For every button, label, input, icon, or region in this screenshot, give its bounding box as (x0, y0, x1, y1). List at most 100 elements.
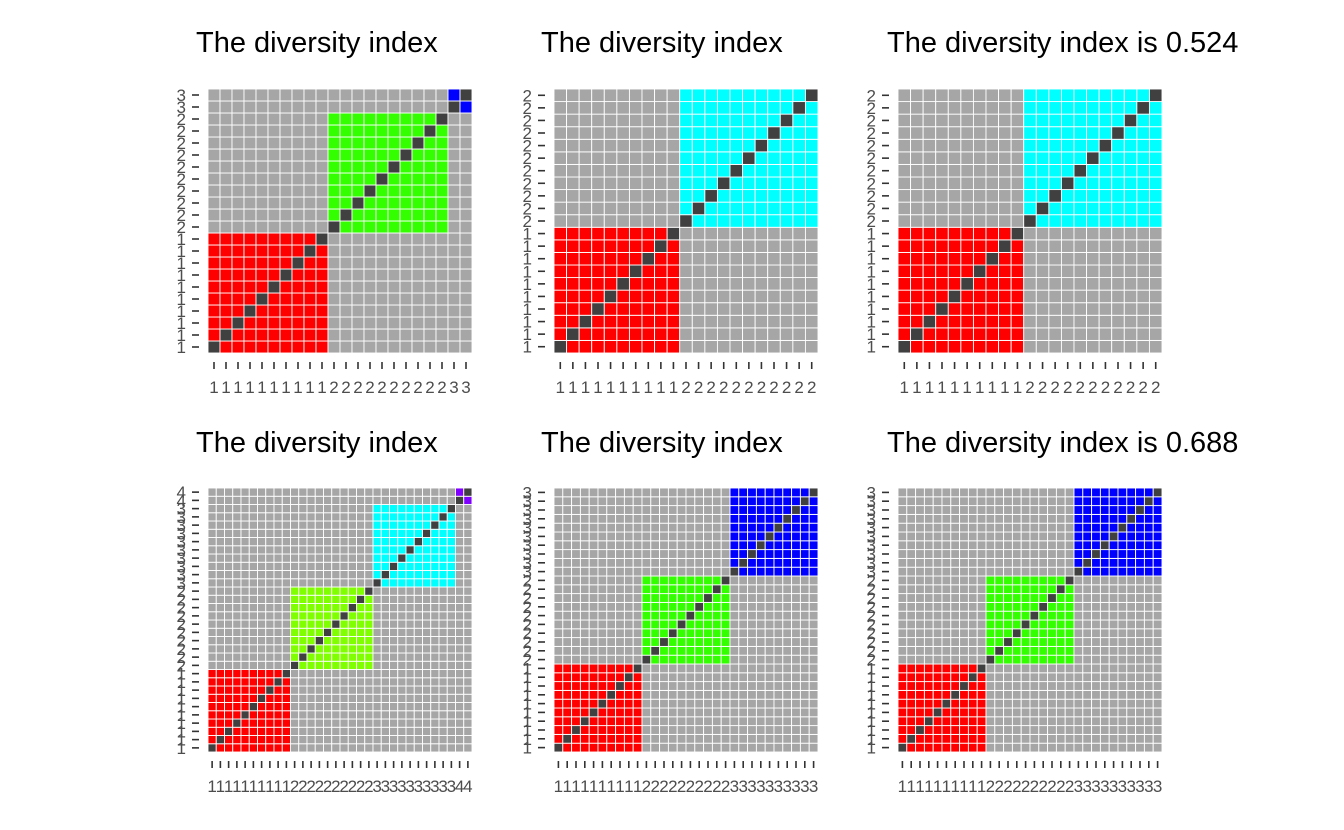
matrix-cell (447, 256, 461, 270)
matrix-cell (1148, 138, 1163, 153)
matrix-cell (1055, 663, 1066, 674)
matrix-cell (257, 594, 267, 604)
matrix-cell (906, 672, 917, 683)
matrix-cell (932, 593, 943, 603)
matrix-cell (422, 652, 432, 662)
matrix-cell (413, 669, 423, 679)
y-tick-label: 2 (867, 607, 876, 626)
matrix-cell (566, 101, 580, 115)
matrix-cell (1047, 619, 1057, 630)
matrix-cell (232, 504, 242, 514)
matrix-cell (411, 232, 425, 246)
matrix-cell (339, 112, 353, 126)
matrix-cell (430, 578, 440, 588)
matrix-cell (897, 619, 908, 630)
matrix-cell (791, 733, 801, 744)
diagonal-cell (446, 504, 456, 514)
matrix-cell (411, 172, 425, 186)
matrix-cell (363, 256, 377, 270)
matrix-cell (941, 601, 952, 612)
matrix-cell (747, 689, 757, 700)
y-tick-label: 1 (867, 686, 876, 705)
y-tick-label: 2 (867, 589, 876, 608)
matrix-cell (298, 570, 308, 580)
matrix-cell (976, 540, 987, 551)
matrix-cell (641, 289, 656, 304)
matrix-cell (387, 244, 401, 258)
matrix-cell (1073, 610, 1084, 621)
matrix-cell (314, 594, 324, 604)
matrix-cell (579, 654, 590, 665)
matrix-cell (243, 280, 257, 294)
matrix-cell (1126, 663, 1137, 674)
matrix-cell (553, 645, 564, 656)
matrix-cell (667, 575, 678, 586)
matrix-cell (397, 693, 407, 703)
matrix-cell (207, 528, 217, 538)
matrix-cell (972, 189, 987, 203)
matrix-cell (257, 644, 267, 654)
matrix-cell (273, 611, 283, 621)
matrix-cell (372, 528, 382, 538)
matrix-cell (315, 196, 329, 210)
matrix-cell (1055, 566, 1066, 577)
matrix-cell (243, 184, 257, 198)
matrix-cell (922, 214, 937, 228)
matrix-cell (273, 561, 283, 571)
matrix-cell (641, 733, 652, 744)
matrix-cell (571, 742, 581, 753)
matrix-cell (588, 725, 599, 735)
matrix-cell (240, 619, 250, 629)
matrix-cell (1023, 289, 1037, 304)
matrix-cell (224, 693, 234, 703)
matrix-cell (413, 693, 423, 703)
matrix-cell (1020, 540, 1031, 551)
matrix-cell (641, 176, 656, 191)
matrix-cell (306, 669, 316, 679)
matrix-cell (738, 698, 749, 709)
matrix-cell (950, 487, 961, 498)
matrix-cell (1048, 201, 1062, 216)
diagonal-cell (755, 540, 766, 551)
matrix-cell (1082, 549, 1093, 559)
matrix-cell (562, 689, 573, 700)
matrix-cell (1152, 628, 1163, 639)
matrix-cell (459, 232, 473, 246)
matrix-cell (215, 586, 225, 596)
matrix-cell (1038, 575, 1049, 586)
matrix-cell (243, 148, 257, 162)
matrix-cell (588, 601, 599, 612)
matrix-cell (1064, 496, 1075, 507)
matrix-cell (676, 645, 687, 656)
matrix-cell (923, 522, 934, 533)
matrix-cell (446, 520, 456, 530)
matrix-cell (430, 735, 440, 745)
x-tick-label: 3 (461, 378, 470, 397)
matrix-cell (562, 725, 573, 735)
matrix-cell (281, 578, 291, 588)
matrix-cell (315, 172, 329, 186)
matrix-cell (641, 698, 652, 709)
matrix-cell (767, 138, 781, 153)
matrix-cell (915, 637, 925, 647)
matrix-cell (347, 743, 357, 753)
matrix-cell (306, 603, 316, 613)
matrix-cell (804, 163, 819, 178)
matrix-cell (356, 718, 366, 728)
x-tick-label: 2 (1101, 378, 1110, 397)
matrix-cell (773, 654, 784, 665)
matrix-cell (207, 545, 217, 555)
matrix-cell (667, 707, 678, 718)
matrix-cell (1126, 681, 1137, 691)
matrix-cell (291, 232, 305, 246)
matrix-cell (994, 505, 1005, 515)
matrix-cell (1011, 487, 1022, 498)
y-tick-label: 2 (177, 607, 186, 626)
matrix-cell (1003, 540, 1013, 551)
y-tick-label: 3 (177, 524, 186, 543)
matrix-cell (591, 138, 605, 153)
matrix-cell (910, 289, 924, 304)
matrix-cell (792, 201, 806, 216)
matrix-cell (998, 289, 1012, 304)
matrix-cell (1126, 522, 1137, 533)
